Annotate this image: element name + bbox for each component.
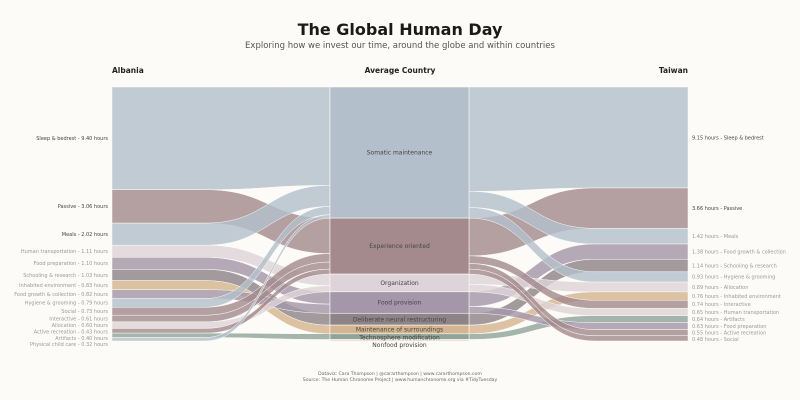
label-left-1: Passive - 3.06 hours bbox=[58, 204, 109, 210]
label-right-5: 0.93 hours - Hygiene & grooming bbox=[692, 275, 775, 281]
group-bar-nonfood-provision bbox=[329, 339, 470, 342]
group-label: Food provision bbox=[378, 300, 422, 307]
label-right-1: 3.66 hours - Passive bbox=[692, 206, 742, 212]
label-right-9: 0.65 hours - Human transportation bbox=[692, 310, 779, 316]
label-left-11: Allocation - 0.60 hours bbox=[52, 323, 109, 329]
label-left-12: Active recreation - 0.43 hours bbox=[34, 329, 109, 335]
label-left-0: Sleep & bedrest - 9.40 hours bbox=[36, 136, 108, 142]
labels: Sleep & bedrest - 9.40 hours Passive - 3.… bbox=[14, 135, 786, 349]
footer-credit: Dataviz: Cara Thompson | @cararthompson … bbox=[318, 372, 482, 377]
label-right-13: 0.48 hours - Social bbox=[692, 337, 739, 343]
label-left-6: Inhabited environment - 0.83 hours bbox=[19, 283, 108, 289]
label-left-5: Schooling & research - 1.03 hours bbox=[23, 273, 108, 279]
column-header-right: Taiwan bbox=[658, 66, 688, 75]
label-left-10: Interactive - 0.61 hours bbox=[49, 316, 108, 322]
label-right-2: 1.42 hours - Meals bbox=[692, 234, 739, 240]
footer: Dataviz: Cara Thompson | @cararthompson … bbox=[0, 372, 800, 384]
group-label: Somatic maintenance bbox=[367, 150, 433, 157]
chart-subtitle: Exploring how we invest our time, around… bbox=[245, 41, 555, 51]
label-left-14: Physical child care - 0.32 hours bbox=[30, 342, 108, 348]
label-right-10: 0.64 hours - Artifacts bbox=[692, 317, 745, 323]
group-bar-somatic-maintenance bbox=[329, 86, 470, 219]
label-left-3: Human transportation - 1.11 hours bbox=[21, 249, 109, 255]
label-right-8: 0.74 hours - Interactive bbox=[692, 302, 751, 308]
column-header-middle: Average Country bbox=[364, 66, 436, 75]
group-label: Deliberate neural restructuring bbox=[353, 316, 446, 323]
chart-title: The Global Human Day bbox=[297, 20, 503, 39]
group-bars bbox=[329, 86, 470, 342]
label-right-6: 0.89 hours - Allocation bbox=[692, 285, 748, 291]
group-bar-experience-oriented bbox=[329, 217, 470, 275]
footer-source: Source: The Human Chronome Project | www… bbox=[302, 378, 498, 383]
label-right-11: 0.63 hours - Food preparation bbox=[692, 324, 766, 330]
label-right-3: 1.38 hours - Food growth & collection bbox=[692, 249, 786, 255]
label-right-12: 0.55 hours - Active recreation bbox=[692, 330, 766, 336]
flow-right-sleep-bedrest bbox=[468, 86, 689, 192]
label-left-4: Food preparation - 1.10 hours bbox=[34, 261, 109, 267]
label-right-7: 0.76 hours - Inhabited environment bbox=[692, 294, 781, 300]
label-left-7: Food growth & collection - 0.82 hours bbox=[14, 292, 108, 298]
group-label: Nonfood provision bbox=[372, 342, 427, 349]
group-label: Organization bbox=[380, 280, 419, 287]
label-left-9: Social - 0.73 hours bbox=[61, 309, 108, 315]
group-label: Technosphere modification bbox=[358, 334, 440, 341]
column-header-left: Albania bbox=[112, 66, 144, 75]
flow-left-sleep-bedrest bbox=[111, 86, 331, 190]
label-right-0: 9.15 hours - Sleep & bedrest bbox=[692, 135, 764, 141]
flows bbox=[111, 86, 689, 342]
label-left-8: Hygiene & grooming - 0.79 hours bbox=[25, 301, 109, 307]
label-left-13: Artifacts - 0.40 hours bbox=[55, 336, 108, 342]
group-label: Experience oriented bbox=[369, 243, 430, 250]
label-right-4: 1.14 hours - Schooling & research bbox=[692, 263, 777, 269]
label-left-2: Meals - 2.02 hours bbox=[62, 232, 109, 238]
group-label: Maintenance of surroundings bbox=[356, 327, 443, 334]
